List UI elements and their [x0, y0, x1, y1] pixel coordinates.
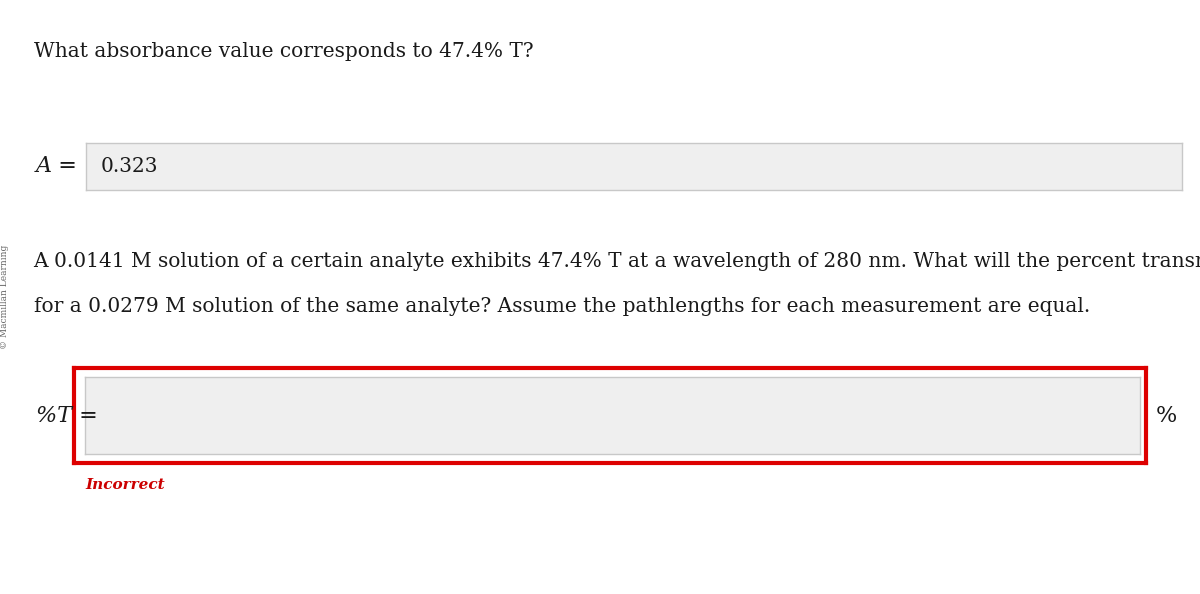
- Text: %: %: [1156, 405, 1177, 427]
- Text: A =: A =: [36, 155, 78, 178]
- Text: © Macmillan Learning: © Macmillan Learning: [0, 245, 10, 349]
- Text: What absorbance value corresponds to 47.4% T?: What absorbance value corresponds to 47.…: [34, 42, 533, 61]
- Text: A 0.0141 M solution of a certain analyte exhibits 47.4% T at a wavelength of 280: A 0.0141 M solution of a certain analyte…: [34, 252, 1200, 271]
- Text: Incorrect: Incorrect: [85, 478, 164, 492]
- Text: 0.323: 0.323: [101, 157, 158, 176]
- Text: %T =: %T =: [36, 405, 97, 427]
- Text: for a 0.0279 M solution of the same analyte? Assume the pathlengths for each mea: for a 0.0279 M solution of the same anal…: [34, 297, 1090, 316]
